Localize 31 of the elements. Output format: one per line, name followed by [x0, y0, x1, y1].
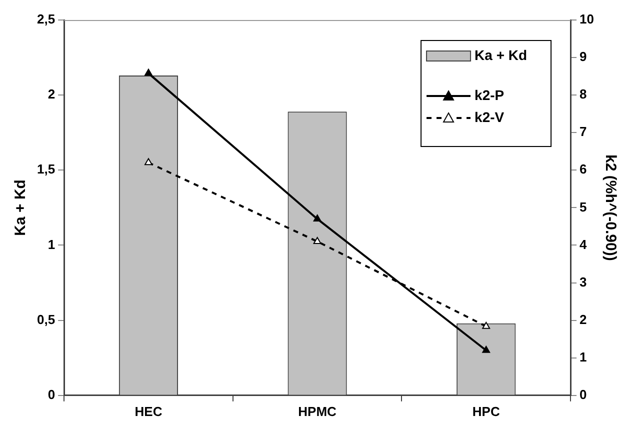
y-tick-label: 1,5: [36, 162, 56, 177]
y2-tick-label: 8: [580, 86, 587, 102]
y-tick-label: 1: [48, 236, 56, 252]
y2-tick-label: 9: [580, 49, 587, 64]
y2-tick-label: 10: [580, 12, 594, 27]
x-tick-label: HEC: [134, 404, 163, 419]
x-tick-label: HPC: [472, 404, 500, 419]
y2-tick-label: 3: [580, 274, 587, 290]
legend-label: k2-V: [474, 108, 505, 125]
point: [313, 236, 322, 244]
point: [482, 346, 490, 353]
y2-tick-label: 2: [580, 312, 587, 327]
y2-tick-label: 5: [580, 199, 587, 214]
y2-axis-title: k2 (%h^(-0.90)): [602, 154, 619, 261]
y-tick-label: 2: [48, 86, 56, 102]
legend-label: k2-P: [474, 86, 504, 103]
y2-tick-label: 6: [580, 162, 587, 177]
y-tick-label: 2,5: [36, 12, 56, 27]
x-tick-label: HPMC: [298, 404, 338, 419]
legend-label: Ka + Kd: [474, 46, 528, 63]
y-tick-label: 0,5: [36, 312, 56, 327]
point: [144, 68, 152, 76]
y-tick-label: 0: [48, 386, 56, 402]
point: [313, 214, 322, 222]
y2-tick-label: 0: [580, 386, 587, 402]
y2-tick-label: 1: [580, 349, 587, 364]
y-axis-title: Ka + Kd: [12, 180, 30, 236]
y2-tick-label: 4: [580, 236, 588, 252]
point: [482, 322, 490, 329]
y2-tick-label: 7: [580, 124, 587, 140]
point: [144, 158, 152, 166]
